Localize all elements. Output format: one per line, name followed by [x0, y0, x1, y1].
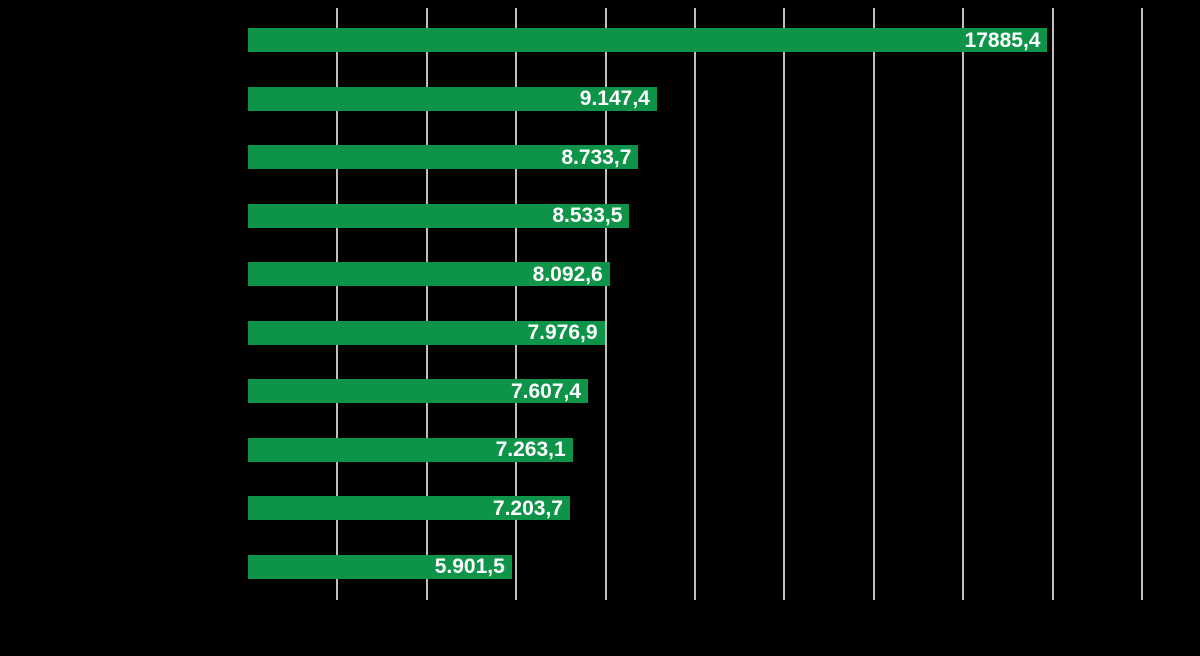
bar: 9.147,4	[248, 86, 657, 111]
bar: 8.733,7	[248, 145, 639, 170]
bar-row: 8.733,7	[248, 128, 1142, 187]
gridline	[1051, 8, 1054, 600]
bar: 7.263,1	[248, 437, 573, 462]
bar-row: 7.976,9	[248, 304, 1142, 363]
bar: 17885,4	[248, 28, 1048, 53]
gridline	[962, 8, 965, 600]
bar-row: 7.607,4	[248, 362, 1142, 421]
bar-row: 7.263,1	[248, 421, 1142, 480]
bar-row: 7.203,7	[248, 479, 1142, 538]
gridline	[694, 8, 696, 600]
bar: 8.092,6	[248, 262, 610, 287]
bar: 7.976,9	[248, 320, 605, 345]
bar: 5.901,5	[248, 554, 512, 579]
bar: 7.607,4	[248, 379, 589, 404]
bar-value-label: 7.607,4	[510, 379, 582, 403]
gridlines-layer	[248, 8, 1143, 600]
gridline	[783, 8, 786, 600]
gridline	[336, 8, 339, 600]
bar-row: 5.901,5	[248, 538, 1142, 597]
gridline	[872, 8, 875, 600]
bar-value-label: 5.901,5	[434, 555, 505, 579]
gridline	[1141, 8, 1143, 600]
bar-row: 17885,4	[248, 11, 1142, 70]
bar: 8.533,5	[248, 203, 630, 228]
gridline	[425, 8, 428, 600]
bar-value-label: 7.976,9	[527, 321, 598, 345]
gridline	[604, 8, 607, 600]
bar-value-label: 9.147,4	[579, 87, 650, 111]
gridline	[515, 8, 518, 600]
bar: 7.203,7	[248, 496, 570, 521]
bar-value-label: 7.263,1	[495, 438, 566, 462]
bar-value-label: 8.092,6	[532, 262, 603, 286]
bar-row: 8.092,6	[248, 245, 1142, 304]
bar-row: 9.147,4	[248, 70, 1142, 129]
bar-value-label: 17885,4	[964, 28, 1041, 52]
bar-value-label: 7.203,7	[492, 496, 563, 520]
bars-layer: 17885,4 9.147,4 8.733,7 8.533,5 8.092,6 7.976…	[248, 11, 1142, 596]
bar-value-label: 8.733,7	[561, 145, 632, 169]
plot-area: 17885,4 9.147,4 8.733,7 8.533,5 8.092,6 7.976…	[248, 8, 1143, 600]
bar-row: 8.533,5	[248, 187, 1142, 246]
bar-value-label: 8.533,5	[552, 204, 623, 228]
